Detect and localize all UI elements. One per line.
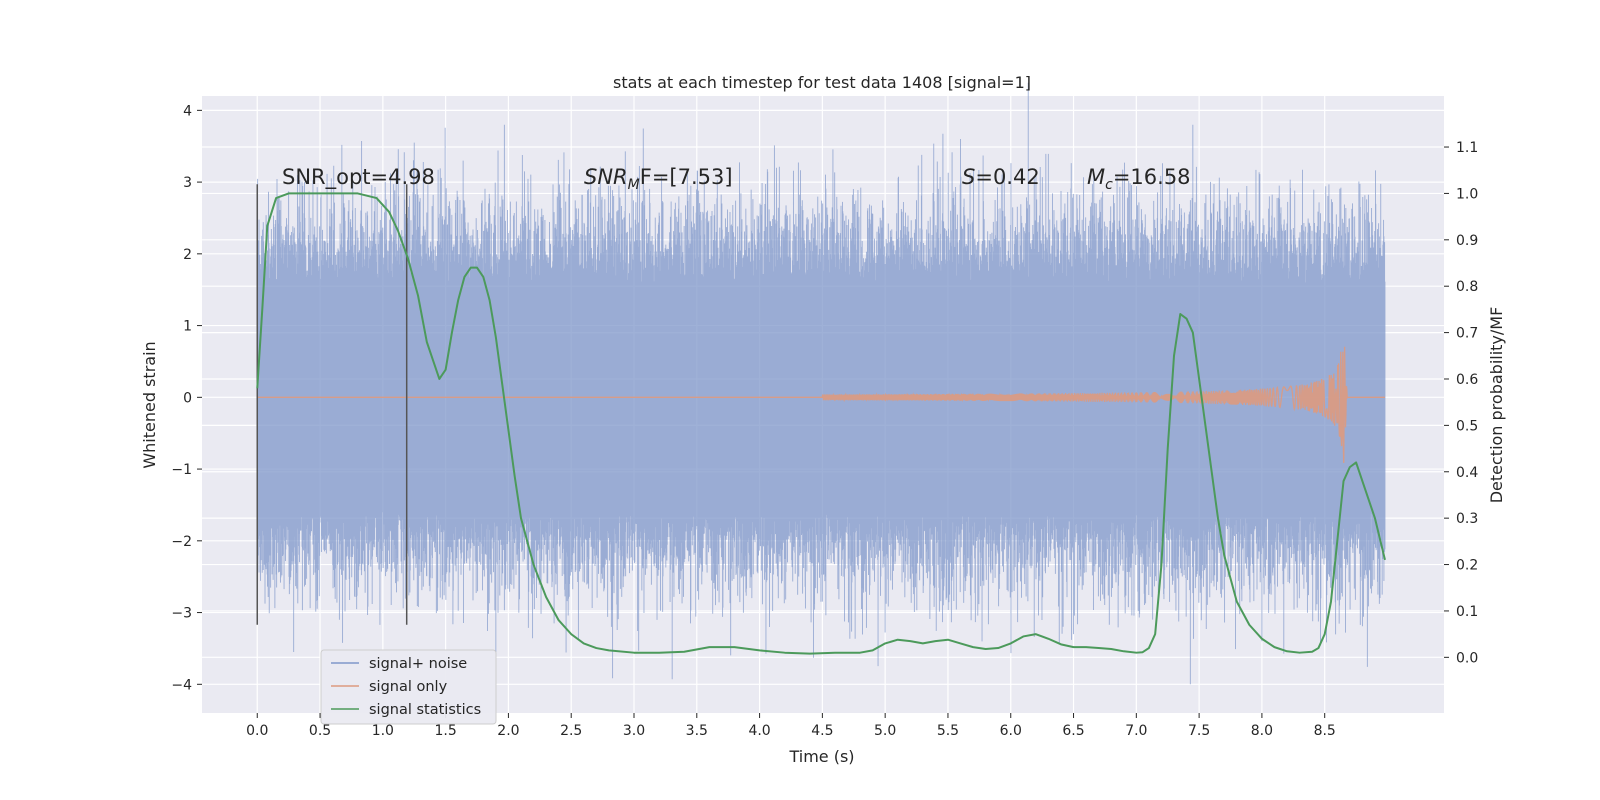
y-tick-label: −2 bbox=[171, 534, 192, 550]
y-tick-label: 4 bbox=[183, 103, 192, 119]
axis-ticks: 0.0 0.5 1.0 1.5 2.0 2.5 3.0 3.5 4.0 4.5 5.0 5.5 6.0 6… bbox=[171, 103, 1478, 739]
legend: signal+ noise signal only signal statist… bbox=[320, 649, 497, 725]
y2-tick-label: 0.1 bbox=[1456, 604, 1478, 620]
y-axis-label: Whitened strain bbox=[140, 341, 159, 468]
x-tick-label: 3.0 bbox=[623, 723, 645, 739]
chart-title: stats at each timestep for test data 140… bbox=[613, 73, 1031, 92]
legend-label-noise: signal+ noise bbox=[369, 656, 467, 672]
y2-tick-label: 0.3 bbox=[1456, 511, 1478, 527]
x-tick-label: 0.5 bbox=[309, 723, 331, 739]
y-tick-label: −4 bbox=[171, 677, 192, 693]
y2-tick-label: 0.2 bbox=[1456, 558, 1478, 574]
x-tick-label: 1.0 bbox=[372, 723, 394, 739]
x-tick-label: 2.5 bbox=[560, 723, 582, 739]
y2-tick-label: 1.0 bbox=[1456, 186, 1478, 202]
y2-tick-label: 0.8 bbox=[1456, 279, 1478, 295]
signal-only-line bbox=[257, 346, 1385, 463]
y-tick-label: 3 bbox=[183, 175, 192, 191]
y2-axis-label: Detection probability/MF bbox=[1487, 307, 1506, 504]
y-tick-label: −3 bbox=[171, 606, 192, 622]
x-tick-label: 4.0 bbox=[748, 723, 770, 739]
x-axis-label: Time (s) bbox=[788, 747, 854, 766]
x-tick-label: 7.5 bbox=[1188, 723, 1210, 739]
signal-statistics-line bbox=[256, 192, 1386, 655]
legend-label-signal: signal only bbox=[369, 679, 448, 695]
x-tick-label: 7.0 bbox=[1125, 723, 1147, 739]
x-tick-label: 5.0 bbox=[874, 723, 896, 739]
x-tick-label: 6.0 bbox=[1000, 723, 1022, 739]
y-tick-label: 2 bbox=[183, 247, 192, 263]
mc-annotation: Mc=16.58 bbox=[1087, 165, 1191, 193]
y2-tick-label: 0.0 bbox=[1456, 650, 1478, 666]
legend-label-stats: signal statistics bbox=[369, 702, 481, 718]
snr-opt-annotation: SNR_opt=4.98 bbox=[282, 165, 435, 190]
x-tick-label: 8.0 bbox=[1251, 723, 1273, 739]
y2-tick-label: 0.4 bbox=[1456, 465, 1478, 481]
x-tick-label: 8.5 bbox=[1314, 723, 1336, 739]
signal-only-series bbox=[257, 346, 1385, 463]
y2-tick-label: 0.6 bbox=[1456, 372, 1478, 388]
y-tick-label: −1 bbox=[171, 462, 192, 478]
signal-statistics-series bbox=[256, 192, 1386, 655]
y-tick-label: 0 bbox=[183, 390, 192, 406]
snr-mf-annotation: SNRMF=[7.53] bbox=[584, 165, 733, 193]
x-tick-label: 1.5 bbox=[434, 723, 456, 739]
y2-tick-label: 0.5 bbox=[1456, 418, 1478, 434]
x-tick-label: 6.5 bbox=[1062, 723, 1084, 739]
x-tick-label: 5.5 bbox=[937, 723, 959, 739]
x-tick-label: 3.5 bbox=[686, 723, 708, 739]
y2-tick-label: 0.9 bbox=[1456, 233, 1478, 249]
y2-tick-label: 0.7 bbox=[1456, 326, 1478, 342]
x-tick-label: 0.0 bbox=[246, 723, 268, 739]
s-annotation: S=0.42 bbox=[962, 165, 1040, 189]
y2-tick-label: 1.1 bbox=[1456, 140, 1478, 156]
y-tick-label: 1 bbox=[183, 319, 192, 335]
legend-box bbox=[320, 649, 497, 725]
x-tick-label: 4.5 bbox=[811, 723, 833, 739]
x-tick-label: 2.0 bbox=[497, 723, 519, 739]
